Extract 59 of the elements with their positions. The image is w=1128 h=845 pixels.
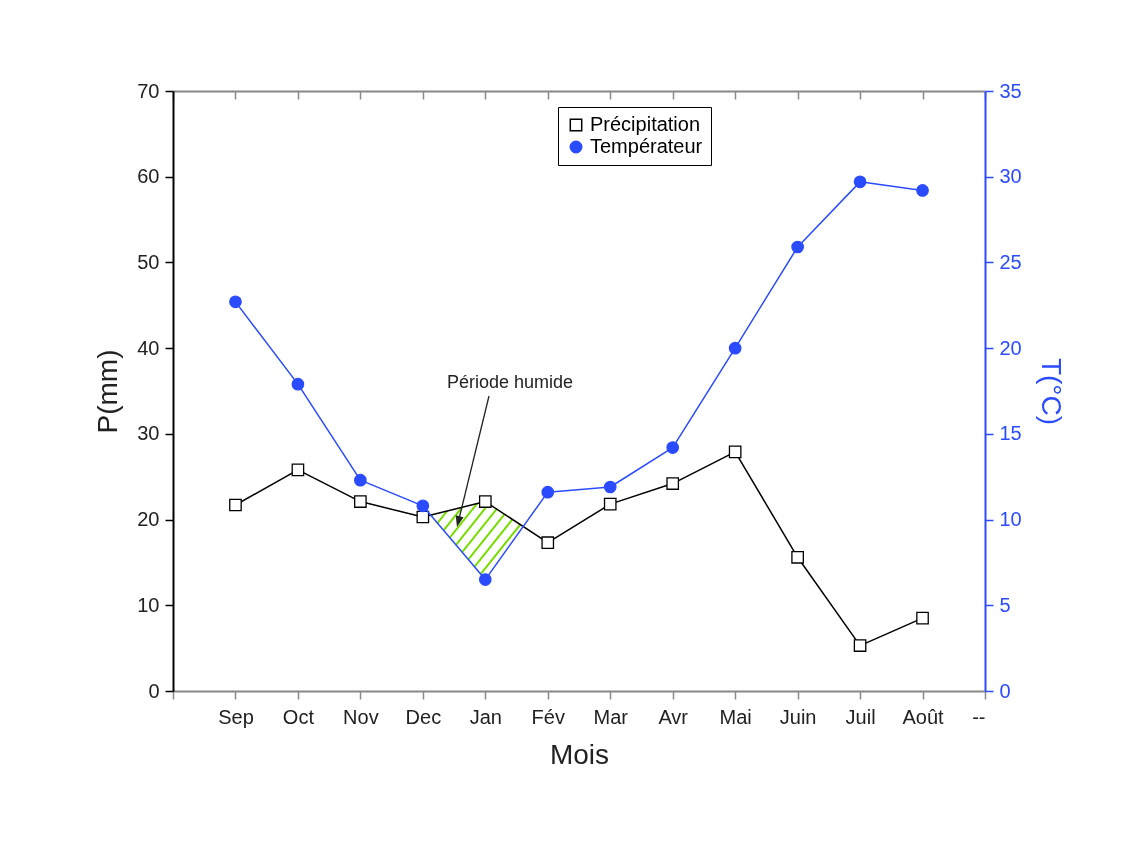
x-tick-label: Mar	[593, 705, 629, 728]
point	[603, 480, 617, 494]
y-tick-label: 10	[137, 593, 160, 616]
x-tick-label: Dec	[405, 705, 442, 728]
annotation: Période humide	[446, 372, 574, 392]
y-tick-label: 0	[148, 679, 160, 702]
y2-tick-label: 15	[999, 422, 1022, 445]
y2-axis-title: T(°C)	[1035, 357, 1067, 426]
point	[291, 463, 305, 477]
x-tick-label: Sep	[218, 705, 254, 728]
point	[416, 499, 430, 513]
point	[478, 573, 492, 586]
y-axis-title: P(mm)	[92, 349, 124, 434]
point	[416, 510, 430, 524]
y2-tick-label: 0	[999, 679, 1011, 702]
x-tick-label: Jan	[469, 705, 502, 728]
y-tick-label: 40	[137, 336, 160, 359]
y-tick-label: 30	[137, 422, 160, 445]
point	[728, 445, 742, 459]
x-axis-title: Mois	[549, 738, 610, 770]
y-tick-label: 70	[137, 79, 160, 102]
point	[791, 550, 804, 564]
y2-tick-label: 5	[999, 593, 1011, 616]
x-tick-label: Avr	[658, 705, 689, 728]
point	[354, 495, 367, 508]
x-tick-label: Juil	[845, 705, 876, 728]
point	[666, 441, 680, 454]
point	[229, 498, 242, 512]
y2-tick-label: 20	[999, 336, 1022, 359]
point	[728, 341, 742, 355]
point	[853, 639, 867, 652]
point	[229, 295, 242, 309]
y2-tick-label: 35	[999, 79, 1022, 102]
x-tick-label: Juin	[779, 705, 817, 728]
x-tick-label: Oct	[282, 705, 315, 728]
x-tick-label: Nov	[343, 705, 379, 728]
point	[541, 536, 555, 550]
point	[478, 495, 492, 508]
y-tick-label: 20	[137, 508, 160, 531]
point	[603, 497, 617, 511]
point	[541, 485, 555, 499]
y2-tick-label: 10	[999, 508, 1022, 531]
y-tick-label: 50	[137, 250, 160, 273]
point	[853, 175, 867, 189]
legend-label: Précipitation	[590, 113, 701, 135]
point	[791, 240, 804, 254]
legend-label: Températeur	[590, 135, 703, 157]
point	[916, 184, 929, 197]
x-tick-label: Fév	[531, 705, 565, 728]
y2-tick-label: 30	[999, 165, 1022, 188]
x-tick-label: Août	[902, 705, 945, 728]
point	[666, 477, 680, 490]
point	[354, 473, 367, 487]
point	[291, 377, 305, 391]
y2-tick-label: 25	[999, 250, 1022, 273]
x-tick-label: Mai	[719, 705, 752, 728]
point	[916, 611, 929, 625]
x-tick-label: --	[972, 705, 986, 728]
y-tick-label: 60	[137, 165, 160, 188]
